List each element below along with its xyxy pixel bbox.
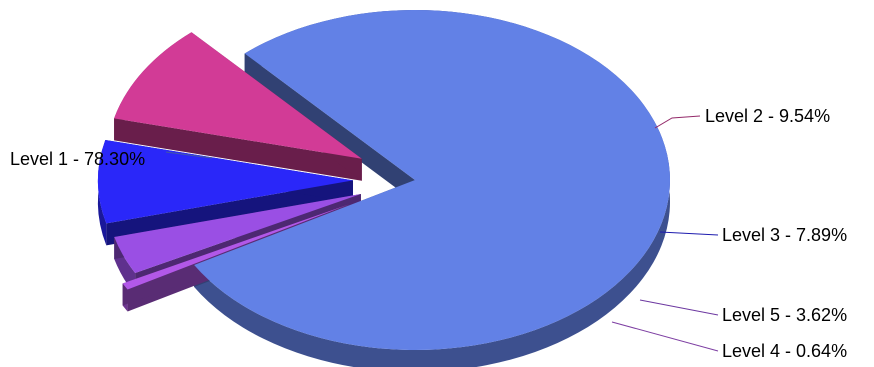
leader-line-level-1 <box>165 151 213 159</box>
slice-label-level-5: Level 5 - 3.62% <box>722 305 847 325</box>
slice-level-1[interactable] <box>194 10 670 351</box>
slice-level-4[interactable] <box>122 204 349 290</box>
pie-label-layer: Level 1 - 78.30% Level 2 - 9.54% Level 3 -… <box>10 106 847 361</box>
pie-top-layer <box>98 10 670 351</box>
leader-line-level-4 <box>611 321 719 352</box>
slice-wall-level-1-0 <box>244 53 415 202</box>
leader-line-level-2 <box>654 115 701 129</box>
slice-label-level-3: Level 3 - 7.89% <box>722 225 847 245</box>
slice-label-level-2: Level 2 - 9.54% <box>705 106 830 126</box>
slice-wall-level-2-0 <box>114 118 362 181</box>
slice-level-2[interactable] <box>114 32 362 159</box>
slice-label-level-4: Level 4 - 0.64% <box>722 341 847 361</box>
leader-line-level-5 <box>639 299 719 316</box>
leader-line-level-3 <box>659 231 719 236</box>
slice-level-3[interactable] <box>98 139 354 224</box>
slice-label-level-1: Level 1 - 78.30% <box>10 149 145 169</box>
slice-level-5[interactable] <box>114 193 361 273</box>
